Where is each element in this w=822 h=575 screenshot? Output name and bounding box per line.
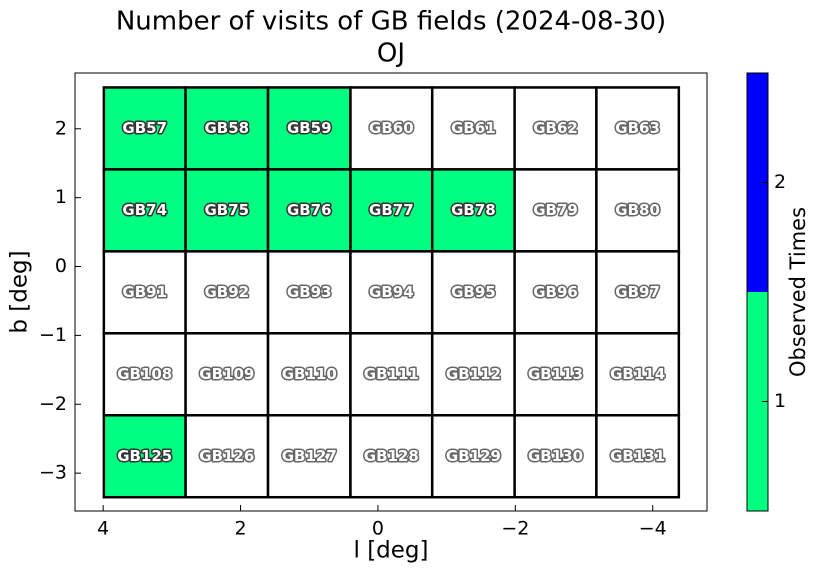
x-tick-label: 0 bbox=[372, 518, 384, 540]
field-label: GB78 bbox=[451, 201, 496, 219]
field-label: GB127 bbox=[282, 447, 337, 465]
field-label: GB114 bbox=[610, 365, 665, 383]
field-cell bbox=[513, 332, 598, 417]
x-axis-label: l [deg] bbox=[354, 538, 429, 564]
colorbar-tick-label: 1 bbox=[774, 390, 786, 412]
field-cell bbox=[513, 414, 598, 499]
colorbar-tick-label: 2 bbox=[774, 171, 786, 193]
field-label: GB111 bbox=[364, 365, 419, 383]
field-cell bbox=[595, 168, 681, 253]
field-cell bbox=[266, 250, 352, 335]
field-label: GB113 bbox=[528, 365, 583, 383]
field-label: GB112 bbox=[446, 365, 501, 383]
field-label: GB62 bbox=[533, 119, 578, 137]
field-cell bbox=[430, 250, 516, 335]
y-axis-label: b [deg] bbox=[7, 250, 33, 333]
field-label: GB59 bbox=[287, 119, 332, 137]
plot-frame bbox=[74, 72, 708, 512]
colorbar-label: Observed Times bbox=[786, 207, 810, 377]
field-cell bbox=[430, 168, 516, 253]
y-tick-label: 2 bbox=[55, 117, 67, 139]
field-cell bbox=[184, 250, 270, 335]
field-label: GB74 bbox=[122, 201, 167, 219]
field-label: GB108 bbox=[117, 365, 172, 383]
field-cell bbox=[184, 86, 270, 171]
field-label: GB94 bbox=[369, 283, 414, 301]
colorbar-segment bbox=[747, 73, 768, 292]
field-label: GB97 bbox=[615, 283, 660, 301]
field-label: GB60 bbox=[369, 119, 414, 137]
y-tick-label: 0 bbox=[55, 255, 67, 277]
field-label: GB75 bbox=[205, 201, 250, 219]
field-label: GB128 bbox=[364, 447, 419, 465]
field-label: GB129 bbox=[446, 447, 501, 465]
field-label: GB57 bbox=[122, 119, 167, 137]
field-label: GB96 bbox=[533, 283, 578, 301]
field-label: GB131 bbox=[610, 447, 665, 465]
field-label: GB92 bbox=[205, 283, 250, 301]
y-tick-label: 1 bbox=[55, 186, 67, 208]
field-cell bbox=[184, 332, 270, 417]
colorbar-segment bbox=[747, 292, 768, 511]
field-label: GB125 bbox=[117, 447, 172, 465]
y-tick-label: −3 bbox=[39, 462, 67, 484]
x-tick-label: 4 bbox=[97, 518, 109, 540]
y-tick-label: −1 bbox=[39, 324, 67, 346]
x-tick-label: 2 bbox=[235, 518, 247, 540]
field-cell bbox=[102, 168, 187, 253]
field-label: GB93 bbox=[287, 283, 332, 301]
field-label: GB79 bbox=[533, 201, 578, 219]
field-cell bbox=[595, 414, 681, 499]
field-label: GB63 bbox=[615, 119, 660, 137]
field-cell bbox=[102, 86, 187, 171]
field-cell bbox=[513, 86, 598, 171]
field-cell bbox=[595, 250, 681, 335]
field-label: GB91 bbox=[122, 283, 167, 301]
x-tick-label: −2 bbox=[501, 518, 529, 540]
field-cell bbox=[266, 414, 352, 499]
colorbar-frame bbox=[746, 72, 769, 512]
field-label: GB80 bbox=[615, 201, 660, 219]
field-label: GB61 bbox=[451, 119, 496, 137]
y-tick-label: −2 bbox=[39, 393, 67, 415]
field-cell bbox=[102, 332, 187, 417]
field-label: GB110 bbox=[282, 365, 337, 383]
field-label: GB95 bbox=[451, 283, 496, 301]
x-tick-label: −4 bbox=[639, 518, 667, 540]
field-label: GB76 bbox=[287, 201, 332, 219]
chart-subtitle: OJ bbox=[377, 39, 405, 69]
chart-title: Number of visits of GB fields (2024-08-3… bbox=[116, 7, 666, 37]
field-label: GB126 bbox=[199, 447, 254, 465]
field-label: GB58 bbox=[205, 119, 250, 137]
field-cell bbox=[266, 168, 352, 253]
field-label: GB130 bbox=[528, 447, 583, 465]
field-cell bbox=[513, 250, 598, 335]
field-label: GB77 bbox=[369, 201, 414, 219]
field-cell bbox=[102, 414, 187, 499]
field-label: GB109 bbox=[199, 365, 254, 383]
